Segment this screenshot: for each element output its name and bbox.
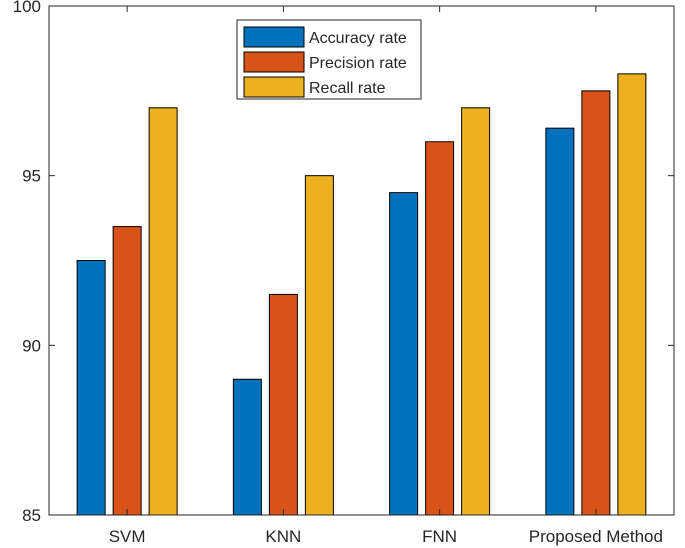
tick-labels: 85 90 95 100 SVM KNN FNN Proposed Method [13,0,663,546]
bar-accuracy-rate-fnn [389,192,419,516]
x-tick-label: FNN [422,527,457,546]
legend-label-accuracy-rate: Accuracy rate [309,30,407,47]
legend-swatch-recall-rate [243,76,305,98]
legend-label-recall-rate: Recall rate [309,80,386,97]
legend-label-precision-rate: Precision rate [309,55,407,72]
y-tick-label: 85 [22,506,41,525]
bar-precision-rate-svm [112,226,142,516]
legend: Accuracy rate Precision rate Recall rate [236,19,422,100]
bar-accuracy-rate-knn [232,378,262,516]
bar-precision-rate-fnn [425,141,455,516]
legend-swatch-precision-rate [243,51,305,73]
bar-recall-rate-fnn [461,107,491,516]
bar-recall-rate-svm [148,107,178,516]
x-tick-label: KNN [265,527,301,546]
legend-items: Accuracy rate Precision rate Recall rate [243,26,407,98]
axis-ticks [49,5,674,516]
y-tick-label: 100 [13,0,41,16]
x-tick-label: SVM [109,527,146,546]
y-tick-label: 90 [22,336,41,355]
y-tick-label: 95 [22,167,41,186]
bar-recall-rate-proposed-method [617,73,647,516]
bar-recall-rate-knn [304,175,334,516]
bars-layer [76,73,647,516]
bar-accuracy-rate-proposed-method [545,127,575,516]
plot-area-frame [48,5,675,516]
bar-accuracy-rate-svm [76,260,106,516]
bar-precision-rate-proposed-method [581,90,611,516]
x-tick-label: Proposed Method [529,527,663,546]
legend-swatch-accuracy-rate [243,26,305,48]
bar-precision-rate-knn [268,293,298,516]
